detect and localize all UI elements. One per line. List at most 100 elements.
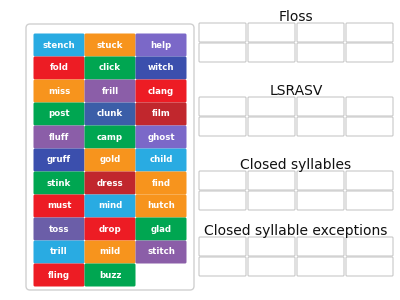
FancyBboxPatch shape	[34, 263, 84, 286]
FancyBboxPatch shape	[346, 257, 393, 276]
FancyBboxPatch shape	[199, 237, 246, 256]
FancyBboxPatch shape	[34, 80, 84, 103]
FancyBboxPatch shape	[346, 43, 393, 62]
FancyBboxPatch shape	[34, 34, 84, 56]
FancyBboxPatch shape	[248, 23, 295, 42]
FancyBboxPatch shape	[199, 97, 246, 116]
FancyBboxPatch shape	[84, 241, 136, 263]
FancyBboxPatch shape	[346, 191, 393, 210]
Text: ghost: ghost	[147, 133, 175, 142]
Text: Closed syllable exceptions: Closed syllable exceptions	[204, 224, 388, 238]
FancyBboxPatch shape	[136, 218, 186, 241]
FancyBboxPatch shape	[136, 103, 186, 125]
FancyBboxPatch shape	[199, 23, 246, 42]
FancyBboxPatch shape	[136, 125, 186, 148]
FancyBboxPatch shape	[297, 23, 344, 42]
FancyBboxPatch shape	[248, 97, 295, 116]
Text: film: film	[152, 110, 170, 118]
FancyBboxPatch shape	[84, 263, 136, 286]
Text: fling: fling	[48, 271, 70, 280]
Text: find: find	[152, 178, 170, 188]
FancyBboxPatch shape	[297, 257, 344, 276]
FancyBboxPatch shape	[297, 117, 344, 136]
FancyBboxPatch shape	[136, 56, 186, 80]
FancyBboxPatch shape	[34, 148, 84, 172]
FancyBboxPatch shape	[84, 56, 136, 80]
FancyBboxPatch shape	[84, 148, 136, 172]
Text: miss: miss	[48, 86, 70, 95]
FancyBboxPatch shape	[34, 103, 84, 125]
Text: post: post	[48, 110, 70, 118]
FancyBboxPatch shape	[346, 237, 393, 256]
FancyBboxPatch shape	[346, 117, 393, 136]
Text: help: help	[150, 40, 172, 50]
Text: Floss: Floss	[279, 10, 313, 24]
FancyBboxPatch shape	[248, 257, 295, 276]
FancyBboxPatch shape	[248, 191, 295, 210]
FancyBboxPatch shape	[199, 171, 246, 190]
FancyBboxPatch shape	[136, 194, 186, 218]
Text: trill: trill	[50, 248, 68, 256]
FancyBboxPatch shape	[34, 241, 84, 263]
FancyBboxPatch shape	[136, 80, 186, 103]
FancyBboxPatch shape	[136, 172, 186, 194]
FancyBboxPatch shape	[84, 80, 136, 103]
Text: stink: stink	[47, 178, 71, 188]
FancyBboxPatch shape	[248, 43, 295, 62]
FancyBboxPatch shape	[34, 172, 84, 194]
FancyBboxPatch shape	[297, 97, 344, 116]
Text: mild: mild	[100, 248, 120, 256]
Text: fold: fold	[50, 64, 68, 73]
FancyBboxPatch shape	[34, 194, 84, 218]
Text: witch: witch	[148, 64, 174, 73]
FancyBboxPatch shape	[84, 172, 136, 194]
FancyBboxPatch shape	[297, 43, 344, 62]
FancyBboxPatch shape	[248, 171, 295, 190]
FancyBboxPatch shape	[248, 237, 295, 256]
FancyBboxPatch shape	[26, 24, 194, 290]
FancyBboxPatch shape	[34, 218, 84, 241]
Text: drop: drop	[99, 224, 121, 233]
FancyBboxPatch shape	[199, 43, 246, 62]
FancyBboxPatch shape	[346, 97, 393, 116]
Text: stuck: stuck	[97, 40, 123, 50]
FancyBboxPatch shape	[297, 237, 344, 256]
FancyBboxPatch shape	[136, 148, 186, 172]
FancyBboxPatch shape	[136, 241, 186, 263]
Text: camp: camp	[97, 133, 123, 142]
FancyBboxPatch shape	[346, 171, 393, 190]
FancyBboxPatch shape	[84, 34, 136, 56]
Text: hutch: hutch	[147, 202, 175, 211]
Text: mind: mind	[98, 202, 122, 211]
Text: Closed syllables: Closed syllables	[240, 158, 352, 172]
FancyBboxPatch shape	[248, 117, 295, 136]
Text: stitch: stitch	[147, 248, 175, 256]
Text: fluff: fluff	[49, 133, 69, 142]
Text: clunk: clunk	[97, 110, 123, 118]
FancyBboxPatch shape	[84, 218, 136, 241]
FancyBboxPatch shape	[199, 117, 246, 136]
Text: stench: stench	[43, 40, 75, 50]
Text: clang: clang	[148, 86, 174, 95]
Text: frill: frill	[102, 86, 118, 95]
FancyBboxPatch shape	[297, 171, 344, 190]
FancyBboxPatch shape	[346, 23, 393, 42]
FancyBboxPatch shape	[199, 257, 246, 276]
Text: toss: toss	[49, 224, 69, 233]
FancyBboxPatch shape	[136, 34, 186, 56]
Text: buzz: buzz	[99, 271, 121, 280]
FancyBboxPatch shape	[34, 56, 84, 80]
FancyBboxPatch shape	[34, 125, 84, 148]
Text: gold: gold	[99, 155, 121, 164]
FancyBboxPatch shape	[84, 125, 136, 148]
Text: glad: glad	[150, 224, 172, 233]
FancyBboxPatch shape	[297, 191, 344, 210]
FancyBboxPatch shape	[84, 194, 136, 218]
FancyBboxPatch shape	[199, 191, 246, 210]
Text: child: child	[149, 155, 173, 164]
FancyBboxPatch shape	[84, 103, 136, 125]
Text: gruff: gruff	[47, 155, 71, 164]
Text: LSRASV: LSRASV	[269, 84, 323, 98]
Text: must: must	[47, 202, 71, 211]
Text: click: click	[99, 64, 121, 73]
